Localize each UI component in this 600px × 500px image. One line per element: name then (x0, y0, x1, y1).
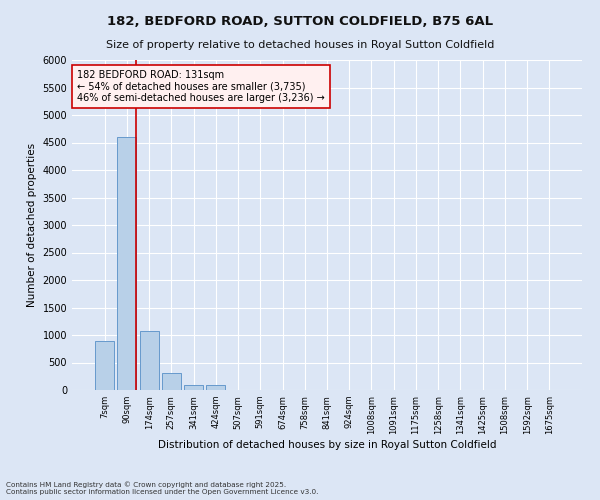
Text: Size of property relative to detached houses in Royal Sutton Coldfield: Size of property relative to detached ho… (106, 40, 494, 50)
X-axis label: Distribution of detached houses by size in Royal Sutton Coldfield: Distribution of detached houses by size … (158, 440, 496, 450)
Bar (162, 373, 181, 390)
Text: 182 BEDFORD ROAD: 131sqm
← 54% of detached houses are smaller (3,735)
46% of sem: 182 BEDFORD ROAD: 131sqm ← 54% of detach… (77, 70, 325, 103)
Bar (184, 385, 203, 390)
Text: 182, BEDFORD ROAD, SUTTON COLDFIELD, B75 6AL: 182, BEDFORD ROAD, SUTTON COLDFIELD, B75… (107, 15, 493, 28)
Text: Contains HM Land Registry data © Crown copyright and database right 2025.
Contai: Contains HM Land Registry data © Crown c… (6, 482, 319, 495)
Bar (206, 385, 225, 390)
Bar (118, 137, 136, 390)
Y-axis label: Number of detached properties: Number of detached properties (27, 143, 37, 307)
Bar (95, 340, 114, 390)
Bar (140, 330, 158, 390)
